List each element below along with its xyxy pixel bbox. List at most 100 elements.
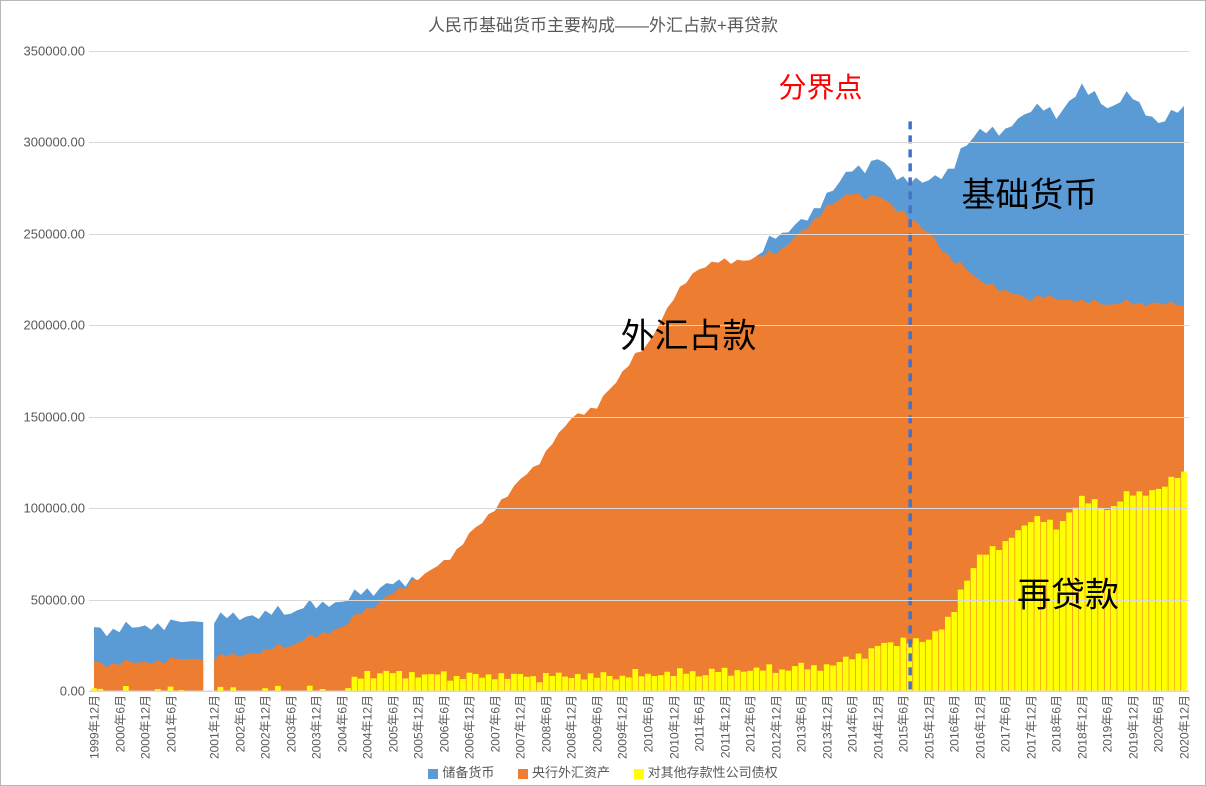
series-bar-claims bbox=[1162, 487, 1168, 691]
chart-svg bbox=[89, 51, 1189, 691]
series-bar-claims bbox=[747, 671, 753, 691]
series-bar-claims bbox=[703, 675, 709, 691]
series-bar-claims bbox=[390, 673, 396, 691]
series-bar-claims bbox=[415, 678, 421, 692]
series-bar-claims bbox=[951, 612, 957, 691]
x-tick-label: 2007年12月 bbox=[512, 695, 529, 759]
series-bar-claims bbox=[715, 672, 721, 691]
series-bar-claims bbox=[505, 679, 511, 691]
series-bar-claims bbox=[1034, 516, 1040, 691]
series-bar-claims bbox=[875, 646, 881, 691]
series-bar-claims bbox=[530, 676, 536, 691]
series-bar-claims bbox=[798, 663, 804, 691]
series-bar-claims bbox=[811, 665, 817, 691]
series-bar-claims bbox=[1047, 520, 1053, 691]
series-bar-claims bbox=[428, 674, 434, 691]
series-bar-claims bbox=[709, 669, 715, 691]
x-tick-label: 2000年12月 bbox=[137, 695, 154, 759]
x-tick-label: 2018年6月 bbox=[1048, 695, 1065, 752]
series-bar-claims bbox=[817, 671, 823, 691]
series-bar-claims bbox=[862, 659, 868, 691]
y-tick-label: 300000.00 bbox=[5, 135, 85, 150]
series-bar-claims bbox=[645, 674, 651, 691]
gridline bbox=[89, 234, 1189, 235]
series-bar-claims bbox=[454, 676, 460, 691]
series-bar-claims bbox=[1028, 522, 1034, 691]
series-bar-claims bbox=[779, 670, 785, 692]
series-bar-claims bbox=[498, 673, 504, 691]
series-bar-claims bbox=[377, 673, 383, 691]
series-bar-claims bbox=[1003, 541, 1009, 691]
gridline bbox=[89, 325, 1189, 326]
series-bar-claims bbox=[358, 679, 364, 691]
series-bar-claims bbox=[856, 654, 862, 691]
series-bar-claims bbox=[1060, 521, 1066, 691]
x-tick-label: 2006年12月 bbox=[461, 695, 478, 759]
series-bar-claims bbox=[983, 555, 989, 691]
gridline bbox=[89, 417, 1189, 418]
series-bar-claims bbox=[1175, 478, 1181, 691]
gridline bbox=[89, 600, 1189, 601]
series-bar-claims bbox=[626, 677, 632, 691]
series-bar-claims bbox=[1149, 490, 1155, 691]
series-bar-claims bbox=[384, 671, 390, 691]
series-bar-claims bbox=[467, 673, 473, 691]
series-bar-claims bbox=[971, 568, 977, 691]
series-bar-claims bbox=[1156, 489, 1162, 691]
legend: 储备货币 央行外汇资产 对其他存款性公司债权 bbox=[1, 762, 1205, 781]
x-tick-label: 2005年12月 bbox=[410, 695, 427, 759]
series-bar-claims bbox=[447, 681, 453, 691]
series-bar-claims bbox=[728, 676, 734, 691]
x-tick-label: 2020年6月 bbox=[1150, 695, 1167, 752]
series-bar-claims bbox=[601, 672, 607, 691]
series-bar-claims bbox=[658, 675, 664, 691]
x-tick-label: 2013年6月 bbox=[793, 695, 810, 752]
x-tick-label: 2010年12月 bbox=[665, 695, 682, 759]
series-bar-claims bbox=[1085, 503, 1091, 691]
chart-container: 人民币基础货币主要构成——外汇占款+再贷款 1999年12月2000年6月200… bbox=[0, 0, 1206, 786]
x-tick-label: 2014年12月 bbox=[869, 695, 886, 759]
x-tick-label: 2001年12月 bbox=[206, 695, 223, 759]
series-bar-claims bbox=[1041, 522, 1047, 691]
series-bar-claims bbox=[996, 550, 1002, 691]
series-bar-claims bbox=[920, 642, 926, 691]
series-bar-claims bbox=[1137, 491, 1143, 691]
series-bar-claims bbox=[409, 672, 415, 691]
x-tick-label: 2009年12月 bbox=[614, 695, 631, 759]
x-tick-label: 2004年6月 bbox=[333, 695, 350, 752]
series-bar-claims bbox=[843, 657, 849, 691]
x-tick-label: 2004年12月 bbox=[359, 695, 376, 759]
series-bar-claims bbox=[1079, 496, 1085, 691]
x-tick-label: 2006年6月 bbox=[435, 695, 452, 752]
series-bar-claims bbox=[690, 671, 696, 691]
x-tick-label: 2017年6月 bbox=[997, 695, 1014, 752]
legend-label-claims: 对其他存款性公司债权 bbox=[648, 765, 778, 780]
series-bar-claims bbox=[760, 671, 766, 691]
series-bar-claims bbox=[786, 671, 792, 691]
series-bar-claims bbox=[435, 675, 441, 692]
gridline bbox=[89, 691, 1189, 692]
series-bar-claims bbox=[556, 673, 562, 691]
series-bar-claims bbox=[588, 673, 594, 691]
series-bar-claims bbox=[773, 673, 779, 691]
series-bar-claims bbox=[849, 659, 855, 691]
x-tick-label: 2019年12月 bbox=[1124, 695, 1141, 759]
x-tick-label: 2011年12月 bbox=[716, 695, 733, 758]
x-tick-label: 2000年6月 bbox=[111, 695, 128, 752]
series-bar-claims bbox=[396, 671, 402, 691]
series-bar-claims bbox=[1111, 506, 1117, 691]
series-bar-claims bbox=[607, 676, 613, 691]
series-bar-claims bbox=[696, 676, 702, 691]
legend-label-forex: 央行外汇资产 bbox=[532, 765, 610, 780]
series-bar-claims bbox=[1143, 496, 1149, 691]
x-tick-label: 2009年6月 bbox=[588, 695, 605, 752]
series-bar-claims bbox=[575, 674, 581, 691]
series-bar-claims bbox=[881, 643, 887, 691]
series-bar-claims bbox=[632, 669, 638, 691]
series-bar-claims bbox=[958, 590, 964, 691]
series-bar-claims bbox=[837, 662, 843, 691]
x-tick-label: 2013年12月 bbox=[818, 695, 835, 759]
x-tick-label: 2003年12月 bbox=[308, 695, 325, 759]
series-bar-claims bbox=[473, 674, 479, 691]
series-bar-claims bbox=[1117, 502, 1123, 691]
